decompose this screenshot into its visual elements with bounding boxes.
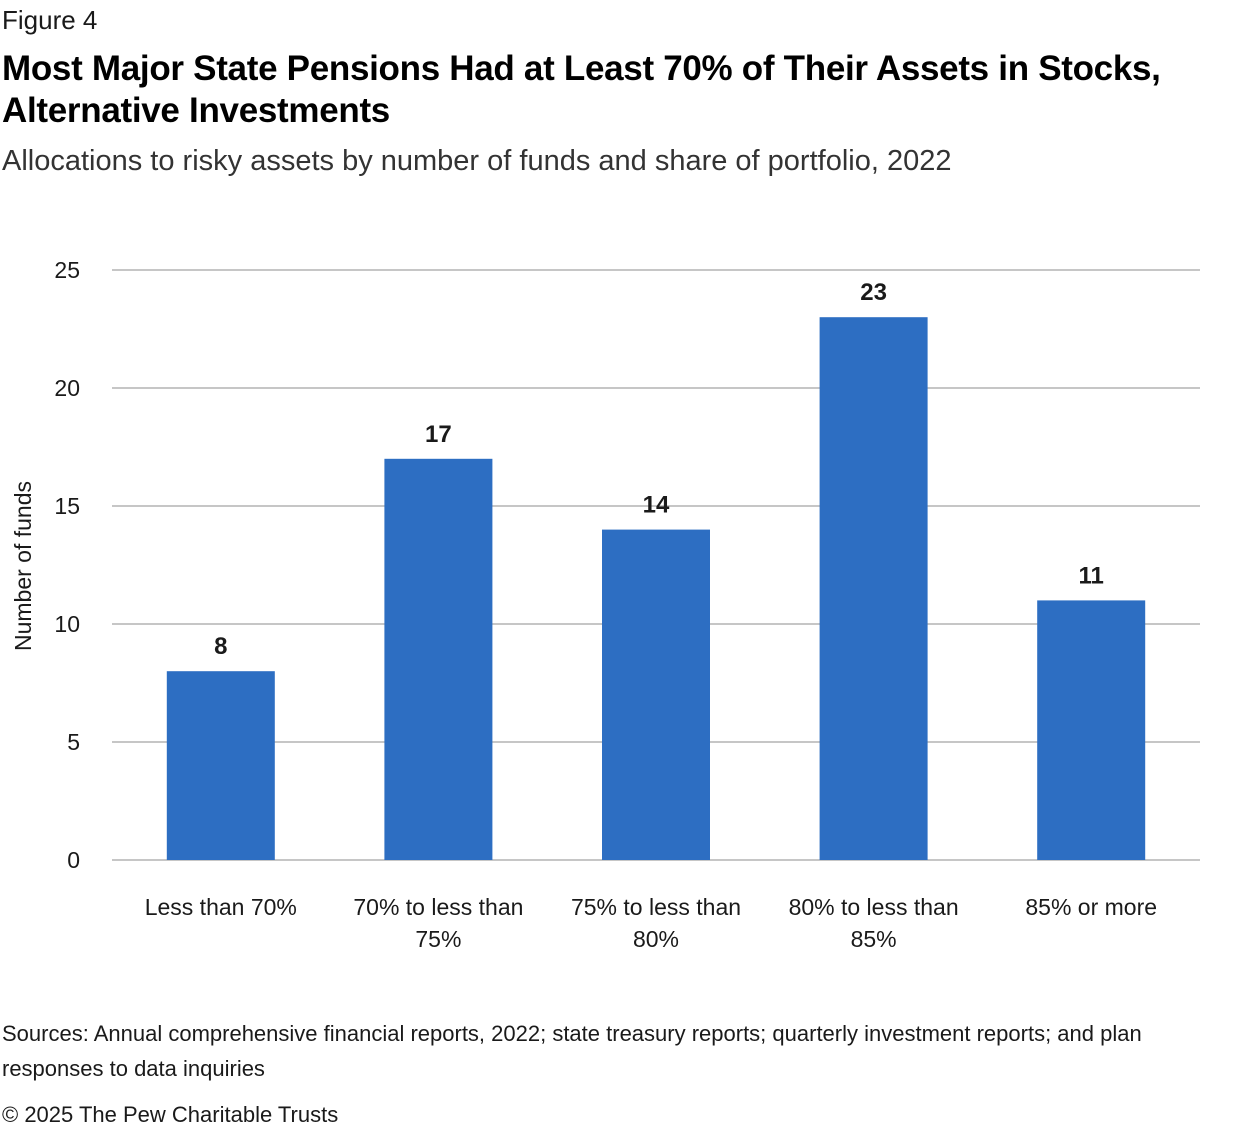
y-axis-ticks: 0 5 10 15 20 25 bbox=[54, 257, 80, 873]
chart-title: Most Major State Pensions Had at Least 7… bbox=[2, 49, 1161, 130]
y-axis-title: Number of funds bbox=[10, 481, 36, 651]
y-tick-label: 25 bbox=[54, 257, 80, 283]
y-tick-label: 5 bbox=[67, 729, 80, 755]
data-label-2: 17 bbox=[425, 421, 452, 448]
x-tick-label: 85% or more bbox=[1025, 894, 1157, 920]
bar-chart: 0 5 10 15 20 25 8 17 14 23 11 Less than 70% 70% to… bbox=[0, 200, 1240, 980]
x-tick-label: 75% bbox=[415, 926, 461, 952]
x-tick-label: 80% to less than bbox=[789, 894, 959, 920]
bar-4 bbox=[819, 317, 928, 860]
data-label-5: 11 bbox=[1079, 562, 1104, 589]
x-tick-label: 75% to less than bbox=[571, 894, 741, 920]
bars bbox=[166, 317, 1146, 860]
x-tick-label: 70% to less than bbox=[353, 894, 523, 920]
data-label-3: 14 bbox=[643, 492, 670, 519]
bar-1 bbox=[166, 671, 275, 860]
bar-5 bbox=[1037, 600, 1146, 860]
x-tick-label: 85% bbox=[851, 926, 897, 952]
data-labels: 8 17 14 23 11 bbox=[214, 279, 1104, 660]
data-label-1: 8 bbox=[214, 633, 227, 660]
bar-2 bbox=[384, 458, 493, 860]
sources-note: Sources: Annual comprehensive financial … bbox=[2, 1021, 1142, 1081]
bar-chart-svg: 0 5 10 15 20 25 8 17 14 23 11 Less than 70% 70% to… bbox=[10, 257, 1200, 952]
figure-label: Figure 4 bbox=[2, 5, 98, 35]
copyright-note: © 2025 The Pew Charitable Trusts bbox=[2, 1102, 339, 1127]
y-tick-label: 20 bbox=[54, 375, 80, 401]
bar-3 bbox=[602, 529, 710, 860]
x-tick-label: Less than 70% bbox=[145, 894, 297, 920]
chart-subtitle: Allocations to risky assets by number of… bbox=[2, 145, 952, 177]
x-tick-label: 80% bbox=[633, 926, 679, 952]
data-label-4: 23 bbox=[860, 279, 887, 306]
y-tick-label: 15 bbox=[54, 493, 80, 519]
y-tick-label: 0 bbox=[67, 847, 80, 873]
y-tick-label: 10 bbox=[54, 611, 80, 637]
x-axis-ticks: Less than 70% 70% to less than 75% 75% to l… bbox=[145, 894, 1157, 952]
